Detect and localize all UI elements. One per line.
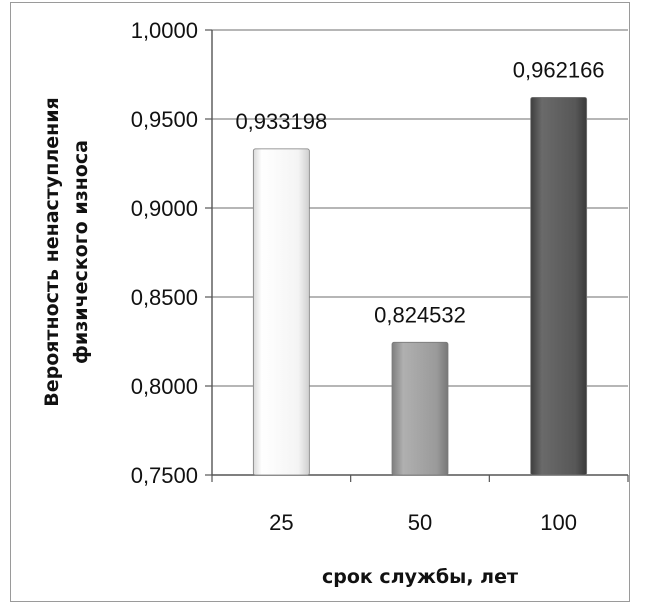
x-tick-label-25: 25	[269, 510, 293, 535]
x-tick-label-100: 100	[540, 510, 577, 535]
y-tick-label: 0,9000	[131, 196, 198, 221]
bar-25	[252, 148, 310, 476]
y-tick-label: 1,0000	[131, 18, 198, 43]
tick-labels: 1,0000 0,9500 0,9000 0,8500 0,8000 0,7500 25 50…	[131, 18, 577, 535]
chart-frame	[10, 2, 630, 602]
x-tick-label-50: 50	[408, 510, 432, 535]
y-axis-title-line-1: Вероятность ненаступления	[41, 97, 63, 407]
data-labels: 0,933198 0,824532 0,962166	[235, 57, 604, 327]
data-label-25: 0,933198	[235, 109, 327, 134]
y-tick-label: 0,8500	[131, 285, 198, 310]
y-tick-label: 0,7500	[131, 463, 198, 488]
y-axis-title-line-2: физического износа	[70, 140, 92, 364]
bars	[252, 96, 588, 476]
x-axis-title: срок службы, лет	[322, 566, 518, 588]
y-tick-label: 0,8000	[131, 374, 198, 399]
data-label-50: 0,824532	[374, 302, 466, 327]
bar-50	[391, 341, 449, 476]
bar-100	[530, 96, 588, 476]
data-label-100: 0,962166	[513, 57, 605, 82]
y-tick-label: 0,9500	[131, 107, 198, 132]
